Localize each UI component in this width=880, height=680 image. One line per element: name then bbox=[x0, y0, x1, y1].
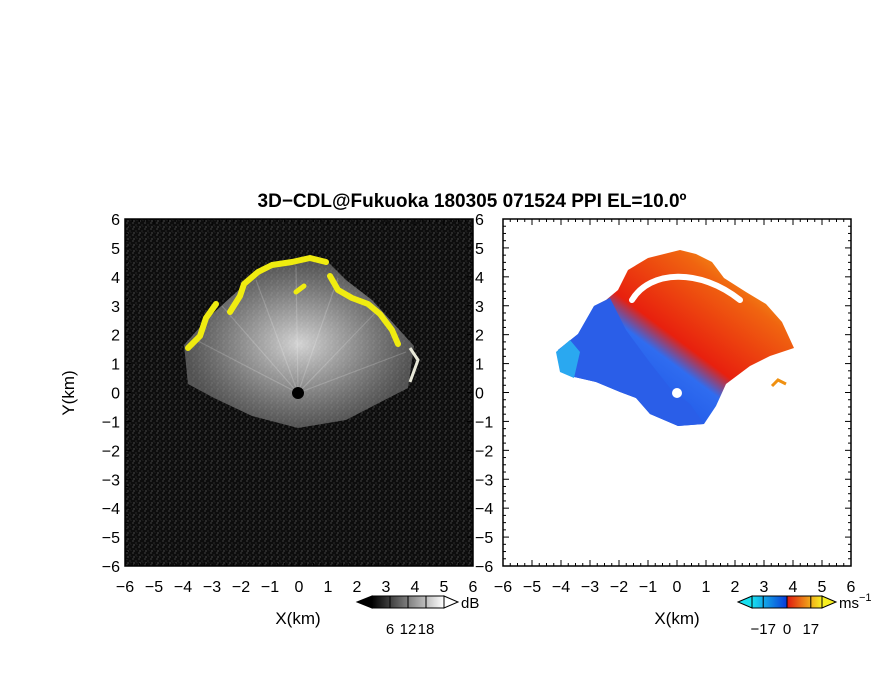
y-tick-label: 2 bbox=[111, 328, 120, 345]
y-tick-label: 5 bbox=[111, 241, 120, 258]
y-tick-label-right: −2 bbox=[475, 443, 493, 460]
x-tick-label: −3 bbox=[203, 579, 221, 596]
x-tick-label: 5 bbox=[818, 579, 827, 596]
colorbar-tick-label: 17 bbox=[802, 621, 819, 638]
colorbar-db-ticks: 6 12 18 bbox=[386, 596, 435, 638]
y-tick-label: −1 bbox=[102, 414, 120, 431]
x-tick-label: −5 bbox=[145, 579, 163, 596]
colorbar-vel-unit-base: ms bbox=[839, 595, 859, 612]
colorbar-low-arrow bbox=[355, 595, 373, 609]
x-tick-label: −2 bbox=[610, 579, 628, 596]
echo-fragment-right bbox=[408, 347, 420, 383]
x-tick-label: 4 bbox=[411, 579, 420, 596]
y-tick-label: 1 bbox=[111, 357, 120, 374]
colorbar-vel-ticks: −17 0 17 bbox=[750, 596, 819, 638]
colorbar-tick-label: 12 bbox=[400, 621, 417, 638]
x-tick-label: 2 bbox=[353, 579, 362, 596]
y-tick-label-right: 0 bbox=[475, 386, 484, 403]
y-tick-label: 6 bbox=[111, 212, 120, 229]
velocity-radar-center bbox=[672, 388, 682, 398]
y-tick-label: −5 bbox=[102, 530, 120, 547]
colorbar-high-arrow bbox=[443, 595, 460, 609]
y-tick-label-right: −6 bbox=[475, 559, 493, 576]
x-tick-label: 1 bbox=[324, 579, 333, 596]
y-tick-label-right: 4 bbox=[475, 270, 484, 287]
x-tick-label: −4 bbox=[174, 579, 192, 596]
x-tick-label: −3 bbox=[581, 579, 599, 596]
y-tick-label-right: −5 bbox=[475, 530, 493, 547]
reflectivity-axis-ticks: −6 −5 −4 −3 −2 −1 0 1 2 3 4 5 66 65 54 43 32 21 10 0−1 −1−2−… bbox=[102, 212, 494, 596]
y-tick-label: 4 bbox=[111, 270, 120, 287]
x-tick-label: −6 bbox=[494, 579, 512, 596]
reflectivity-ylabel: Y(km) bbox=[59, 370, 78, 415]
x-tick-label: 3 bbox=[382, 579, 391, 596]
x-tick-label: −5 bbox=[523, 579, 541, 596]
velocity-fragment bbox=[770, 378, 787, 388]
colorbar-tick-label: 0 bbox=[783, 621, 791, 638]
y-tick-label: 3 bbox=[111, 299, 120, 316]
y-tick-label-right: 2 bbox=[475, 328, 484, 345]
y-tick-label: −2 bbox=[102, 443, 120, 460]
y-tick-label: −3 bbox=[102, 472, 120, 489]
reflectivity-panel: −6 −5 −4 −3 −2 −1 0 1 2 3 4 5 66 65 54 43 32 21 10 0−1 −1−2−… bbox=[59, 212, 493, 628]
echo-boundary-yellow bbox=[185, 255, 401, 351]
x-tick-label: −6 bbox=[116, 579, 134, 596]
reflectivity-xlabel: X(km) bbox=[275, 609, 320, 628]
echo-fragment bbox=[293, 283, 307, 295]
x-tick-label: −2 bbox=[232, 579, 250, 596]
x-tick-label: −1 bbox=[639, 579, 657, 596]
x-tick-label: 4 bbox=[789, 579, 798, 596]
velocity-axis-ticks: −6 −5 −4 −3 −2 −1 0 1 2 3 4 5 6 bbox=[494, 218, 856, 596]
colorbar-vel-unit-exp: −1 bbox=[859, 592, 872, 604]
x-tick-label: 1 bbox=[702, 579, 711, 596]
x-tick-label: −1 bbox=[261, 579, 279, 596]
velocity-colorbar: ms−1 −17 0 17 bbox=[736, 592, 872, 638]
y-tick-label-right: 6 bbox=[475, 212, 484, 229]
velocity-panel: −6 −5 −4 −3 −2 −1 0 1 2 3 4 5 6 X(km) bbox=[494, 218, 856, 628]
colorbar-tick-label: 6 bbox=[386, 621, 394, 638]
y-tick-label-right: −3 bbox=[475, 472, 493, 489]
velocity-cyan-fringe bbox=[556, 340, 580, 378]
y-tick-label: −6 bbox=[102, 559, 120, 576]
x-tick-label: −4 bbox=[552, 579, 570, 596]
y-tick-label-right: −1 bbox=[475, 414, 493, 431]
y-tick-label: −4 bbox=[102, 501, 120, 518]
x-tick-label: 0 bbox=[295, 579, 304, 596]
velocity-xlabel: X(km) bbox=[654, 609, 699, 628]
radar-center-marker bbox=[292, 387, 304, 399]
colorbar-vel-low-arrow bbox=[736, 595, 753, 609]
colorbar-vel-high-arrow bbox=[821, 595, 838, 609]
colorbar-vel-unit: ms−1 bbox=[839, 592, 872, 612]
y-tick-label-right: −4 bbox=[475, 501, 493, 518]
x-tick-label: 3 bbox=[760, 579, 769, 596]
reflectivity-colorbar: dB 6 12 18 bbox=[355, 595, 479, 638]
velocity-arc-gap bbox=[629, 273, 743, 303]
colorbar-db-unit: dB bbox=[461, 595, 479, 612]
x-tick-label: 6 bbox=[469, 579, 478, 596]
figure-title: 3D−CDL@Fukuoka 180305 071524 PPI EL=10.0… bbox=[258, 191, 687, 212]
y-tick-label-right: 5 bbox=[475, 241, 484, 258]
colorbar-tick-label: −17 bbox=[750, 621, 775, 638]
x-tick-label: 5 bbox=[440, 579, 449, 596]
y-tick-label-right: 1 bbox=[475, 357, 484, 374]
x-tick-label: 6 bbox=[847, 579, 856, 596]
velocity-upwind-blue bbox=[558, 298, 704, 426]
x-tick-label: 2 bbox=[731, 579, 740, 596]
reflectivity-radial-streaks bbox=[195, 265, 407, 394]
colorbar-tick-label: 18 bbox=[418, 621, 435, 638]
y-tick-label: 0 bbox=[111, 386, 120, 403]
y-tick-label-right: 3 bbox=[475, 299, 484, 316]
x-tick-label: 0 bbox=[673, 579, 682, 596]
